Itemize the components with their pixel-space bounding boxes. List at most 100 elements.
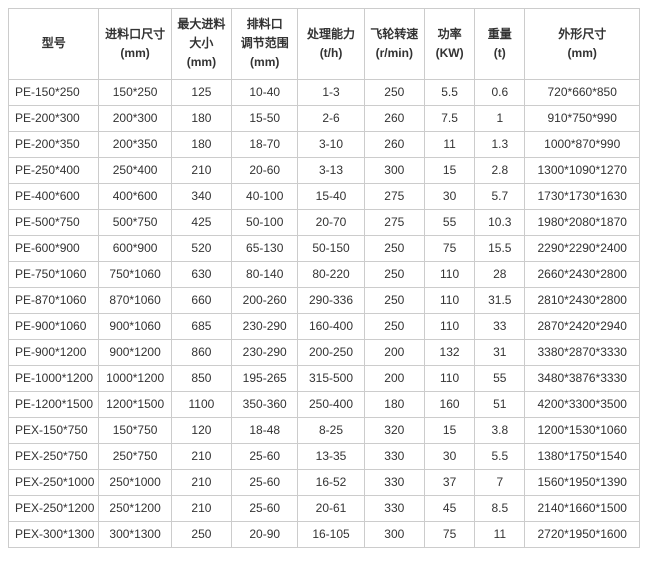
cell: 110 [424,287,474,313]
cell: 520 [171,235,231,261]
cell: 200 [364,339,424,365]
cell: 425 [171,209,231,235]
cell: 30 [424,443,474,469]
cell: 55 [424,209,474,235]
cell: 210 [171,495,231,521]
cell: 16-52 [298,469,364,495]
cell: 31 [475,339,525,365]
col-header-2: 最大进料大小(mm) [171,9,231,80]
cell: 0.6 [475,79,525,105]
cell: 40-100 [232,183,298,209]
col-header-6: 功率(KW) [424,9,474,80]
cell: 125 [171,79,231,105]
cell: 180 [171,131,231,157]
table-row: PEX-300*1300300*130025020-9016-105300751… [9,521,640,547]
cell: PE-400*600 [9,183,99,209]
cell: 2140*1660*1500 [525,495,640,521]
cell: PE-200*300 [9,105,99,131]
cell: 160 [424,391,474,417]
cell: PE-1200*1500 [9,391,99,417]
cell: 500*750 [99,209,171,235]
cell: 200*350 [99,131,171,157]
cell: 16-105 [298,521,364,547]
cell: 25-60 [232,495,298,521]
cell: PEX-300*1300 [9,521,99,547]
cell: 37 [424,469,474,495]
cell: 200-250 [298,339,364,365]
cell: 275 [364,183,424,209]
cell: 11 [424,131,474,157]
cell: 3480*3876*3330 [525,365,640,391]
cell: 1100 [171,391,231,417]
cell: PE-870*1060 [9,287,99,313]
cell: 45 [424,495,474,521]
cell: 15-40 [298,183,364,209]
cell: 230-290 [232,339,298,365]
cell: 330 [364,495,424,521]
cell: 290-336 [298,287,364,313]
table-row: PE-250*400250*40021020-603-13300152.8130… [9,157,640,183]
cell: 1-3 [298,79,364,105]
cell: 15.5 [475,235,525,261]
cell: 18-70 [232,131,298,157]
cell: 3380*2870*3330 [525,339,640,365]
cell: 630 [171,261,231,287]
cell: 250*1200 [99,495,171,521]
cell: 250 [364,313,424,339]
cell: 900*1200 [99,339,171,365]
cell: 51 [475,391,525,417]
table-row: PE-870*1060870*1060660200-260290-3362501… [9,287,640,313]
cell: 330 [364,469,424,495]
cell: 250 [364,287,424,313]
cell: 8.5 [475,495,525,521]
cell: 50-150 [298,235,364,261]
cell: 1.3 [475,131,525,157]
cell: 15 [424,157,474,183]
cell: 200*300 [99,105,171,131]
table-row: PE-1000*12001000*1200850195-265315-50020… [9,365,640,391]
cell: 5.5 [475,443,525,469]
cell: 15-50 [232,105,298,131]
cell: 180 [171,105,231,131]
cell: 2870*2420*2940 [525,313,640,339]
spec-table: 型号进料口尺寸(mm)最大进料大小(mm)排料口调节范围(mm)处理能力(t/h… [8,8,640,548]
cell: PE-600*900 [9,235,99,261]
cell: 860 [171,339,231,365]
cell: 132 [424,339,474,365]
cell: 25-60 [232,469,298,495]
cell: 870*1060 [99,287,171,313]
cell: 10-40 [232,79,298,105]
col-header-8: 外形尺寸(mm) [525,9,640,80]
table-row: PE-600*900600*90052065-13050-1502507515.… [9,235,640,261]
cell: 3-10 [298,131,364,157]
cell: 660 [171,287,231,313]
cell: 5.5 [424,79,474,105]
table-body: PE-150*250150*25012510-401-32505.50.6720… [9,79,640,547]
table-row: PE-200*350200*35018018-703-10260111.3100… [9,131,640,157]
table-row: PE-150*250150*25012510-401-32505.50.6720… [9,79,640,105]
cell: PE-500*750 [9,209,99,235]
cell: 65-130 [232,235,298,261]
cell: 180 [364,391,424,417]
table-row: PE-500*750500*75042550-10020-702755510.3… [9,209,640,235]
cell: 195-265 [232,365,298,391]
table-row: PE-900*1060900*1060685230-290160-4002501… [9,313,640,339]
cell: 2290*2290*2400 [525,235,640,261]
table-row: PE-400*600400*60034040-10015-40275305.71… [9,183,640,209]
cell: 600*900 [99,235,171,261]
cell: 7.5 [424,105,474,131]
cell: 300 [364,157,424,183]
table-row: PEX-250*1200250*120021025-6020-61330458.… [9,495,640,521]
cell: 20-60 [232,157,298,183]
cell: 75 [424,235,474,261]
cell: 110 [424,313,474,339]
table-header: 型号进料口尺寸(mm)最大进料大小(mm)排料口调节范围(mm)处理能力(t/h… [9,9,640,80]
cell: 150*250 [99,79,171,105]
cell: 900*1060 [99,313,171,339]
cell: 160-400 [298,313,364,339]
cell: PEX-250*1200 [9,495,99,521]
cell: 210 [171,443,231,469]
cell: 80-220 [298,261,364,287]
cell: PE-750*1060 [9,261,99,287]
table-row: PE-1200*15001200*15001100350-360250-4001… [9,391,640,417]
